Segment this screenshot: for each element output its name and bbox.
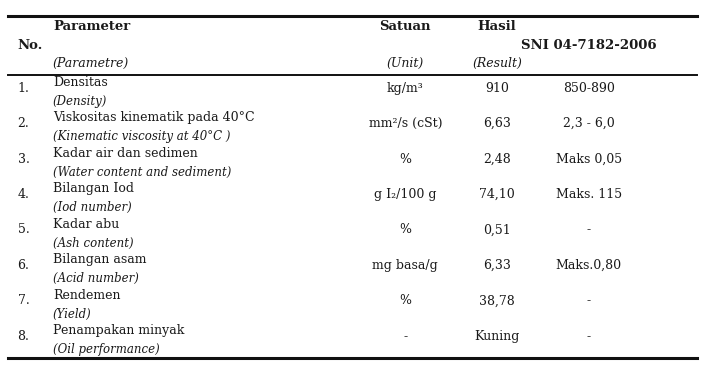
Text: (Iod number): (Iod number) bbox=[53, 201, 132, 214]
Text: %: % bbox=[399, 295, 412, 307]
Text: 38,78: 38,78 bbox=[479, 295, 515, 307]
Text: Maks 0,05: Maks 0,05 bbox=[556, 153, 622, 166]
Text: (Result): (Result) bbox=[472, 57, 522, 70]
Text: %: % bbox=[399, 223, 412, 237]
Text: Bilangan asam: Bilangan asam bbox=[53, 253, 147, 266]
Text: 0,51: 0,51 bbox=[483, 223, 511, 237]
Text: Densitas: Densitas bbox=[53, 76, 108, 89]
Text: 74,10: 74,10 bbox=[479, 188, 515, 201]
Text: (Ash content): (Ash content) bbox=[53, 237, 133, 250]
Text: 8.: 8. bbox=[18, 330, 30, 343]
Text: 2.: 2. bbox=[18, 117, 30, 130]
Text: %: % bbox=[399, 153, 412, 166]
Text: 6.: 6. bbox=[18, 259, 30, 272]
Text: Viskositas kinematik pada 40°C: Viskositas kinematik pada 40°C bbox=[53, 111, 255, 124]
Text: Maks.0,80: Maks.0,80 bbox=[556, 259, 622, 272]
Text: Kadar air dan sedimen: Kadar air dan sedimen bbox=[53, 147, 197, 160]
Text: 4.: 4. bbox=[18, 188, 30, 201]
Text: Parameter: Parameter bbox=[53, 20, 130, 33]
Text: 1.: 1. bbox=[18, 82, 30, 95]
Text: Maks. 115: Maks. 115 bbox=[556, 188, 622, 201]
Text: 3.: 3. bbox=[18, 153, 30, 166]
Text: No.: No. bbox=[18, 39, 43, 52]
Text: mm²/s (cSt): mm²/s (cSt) bbox=[369, 117, 442, 130]
Text: -: - bbox=[403, 330, 407, 343]
Text: Penampakan minyak: Penampakan minyak bbox=[53, 324, 184, 337]
Text: Satuan: Satuan bbox=[379, 20, 431, 33]
Text: (Unit): (Unit) bbox=[387, 57, 424, 70]
Text: (Acid number): (Acid number) bbox=[53, 272, 139, 285]
Text: Kuning: Kuning bbox=[474, 330, 520, 343]
Text: -: - bbox=[587, 295, 591, 307]
Text: kg/m³: kg/m³ bbox=[387, 82, 424, 95]
Text: 850-890: 850-890 bbox=[563, 82, 615, 95]
Text: Kadar abu: Kadar abu bbox=[53, 218, 119, 231]
Text: mg basa/g: mg basa/g bbox=[372, 259, 439, 272]
Text: (Oil performance): (Oil performance) bbox=[53, 343, 159, 356]
Text: 2,48: 2,48 bbox=[483, 153, 511, 166]
Text: (Yield): (Yield) bbox=[53, 308, 92, 320]
Text: 5.: 5. bbox=[18, 223, 30, 237]
Text: Hasil: Hasil bbox=[478, 20, 516, 33]
Text: SNI 04-7182-2006: SNI 04-7182-2006 bbox=[521, 39, 656, 52]
Text: (Parametre): (Parametre) bbox=[53, 57, 129, 70]
Text: g I₂/100 g: g I₂/100 g bbox=[374, 188, 436, 201]
Text: 2,3 - 6,0: 2,3 - 6,0 bbox=[563, 117, 615, 130]
Text: Bilangan Iod: Bilangan Iod bbox=[53, 182, 134, 195]
Text: Rendemen: Rendemen bbox=[53, 289, 121, 301]
Text: 6,63: 6,63 bbox=[483, 117, 511, 130]
Text: -: - bbox=[587, 223, 591, 237]
Text: 6,33: 6,33 bbox=[483, 259, 511, 272]
Text: (Kinematic viscosity at 40°C ): (Kinematic viscosity at 40°C ) bbox=[53, 130, 231, 143]
Text: (Density): (Density) bbox=[53, 95, 107, 108]
Text: -: - bbox=[587, 330, 591, 343]
Text: 910: 910 bbox=[485, 82, 509, 95]
Text: 7.: 7. bbox=[18, 295, 30, 307]
Text: (Water content and sediment): (Water content and sediment) bbox=[53, 166, 231, 179]
